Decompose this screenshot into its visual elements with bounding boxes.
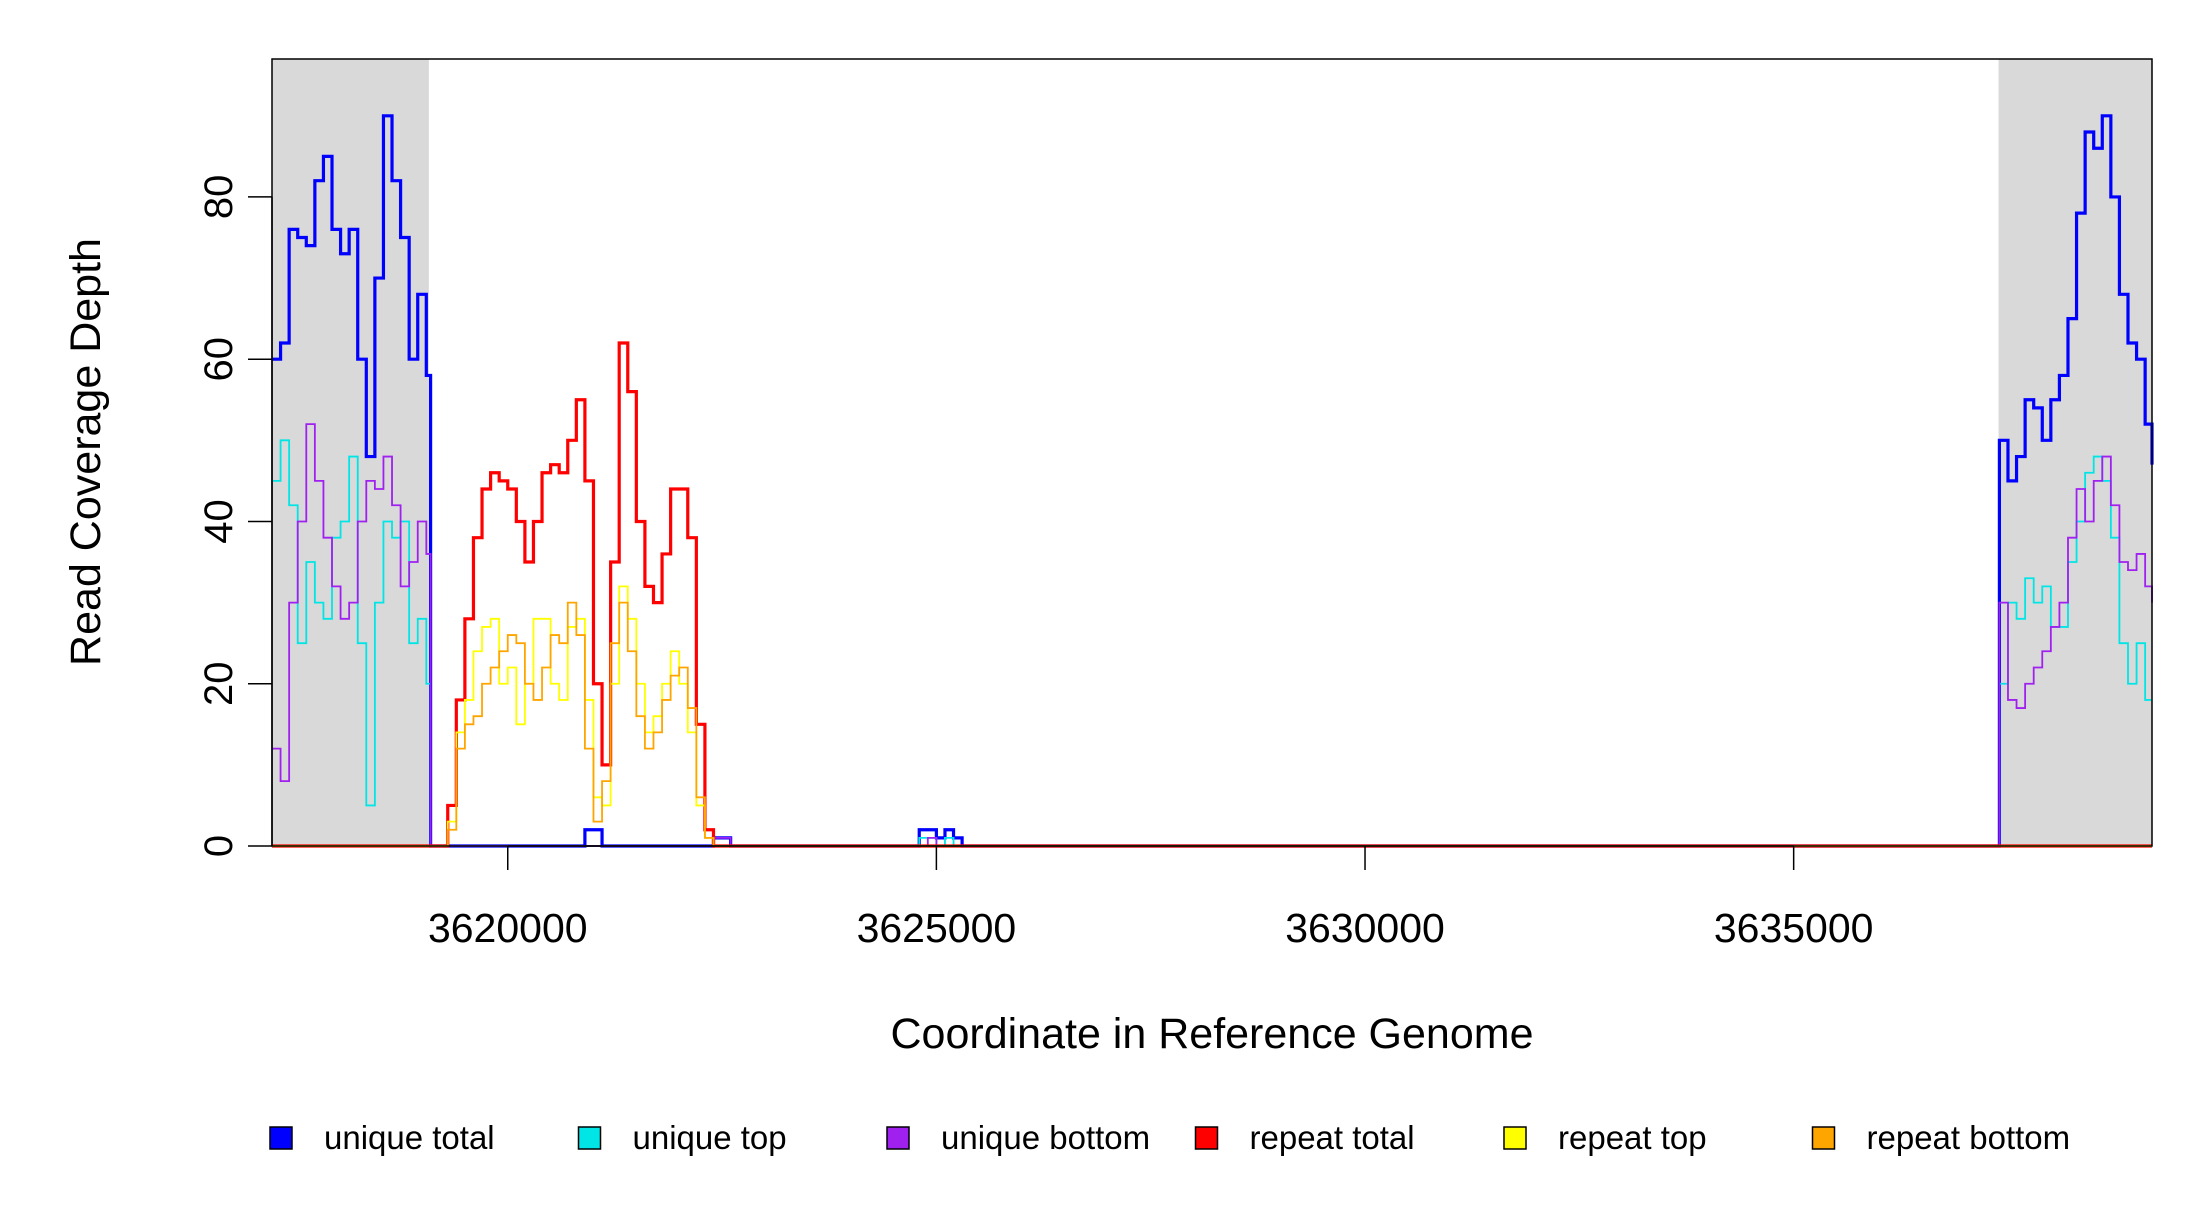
x-tick-label: 3635000	[1714, 905, 1874, 951]
legend-swatch	[269, 1126, 293, 1150]
legend-label: repeat total	[1250, 1119, 1415, 1156]
legend-swatch	[886, 1126, 910, 1150]
legend-label: repeat top	[1558, 1119, 1707, 1156]
legend-label: unique total	[324, 1119, 495, 1156]
plot-frame	[271, 58, 2153, 847]
series-line	[272, 439, 2152, 847]
legend-label: unique bottom	[941, 1119, 1150, 1156]
shaded-region	[272, 59, 429, 846]
legend-swatch	[1194, 1126, 1219, 1150]
x-tick-label: 3630000	[1285, 905, 1445, 951]
legend-label: unique top	[633, 1119, 787, 1156]
y-tick-label: 20	[197, 661, 241, 706]
y-tick-label: 0	[197, 835, 241, 857]
y-tick-label: 40	[197, 499, 241, 544]
series-line	[272, 585, 2152, 847]
series-line	[272, 601, 2152, 847]
y-tick-label: 60	[197, 337, 241, 382]
x-tick-label: 3625000	[857, 905, 1017, 951]
shaded-region	[1998, 59, 2152, 846]
series-line	[272, 114, 2154, 848]
x-axis-title: Coordinate in Reference Genome	[891, 1010, 1534, 1058]
legend-swatch	[1811, 1126, 1836, 1150]
legend-label: repeat bottom	[1867, 1119, 2071, 1156]
legend-swatch	[1503, 1126, 1527, 1150]
x-tick-label: 3620000	[428, 905, 588, 951]
series-line	[272, 341, 2152, 848]
y-axis-title: Read Coverage Depth	[62, 238, 110, 666]
y-tick-label: 80	[197, 175, 241, 220]
legend-swatch	[577, 1126, 602, 1150]
